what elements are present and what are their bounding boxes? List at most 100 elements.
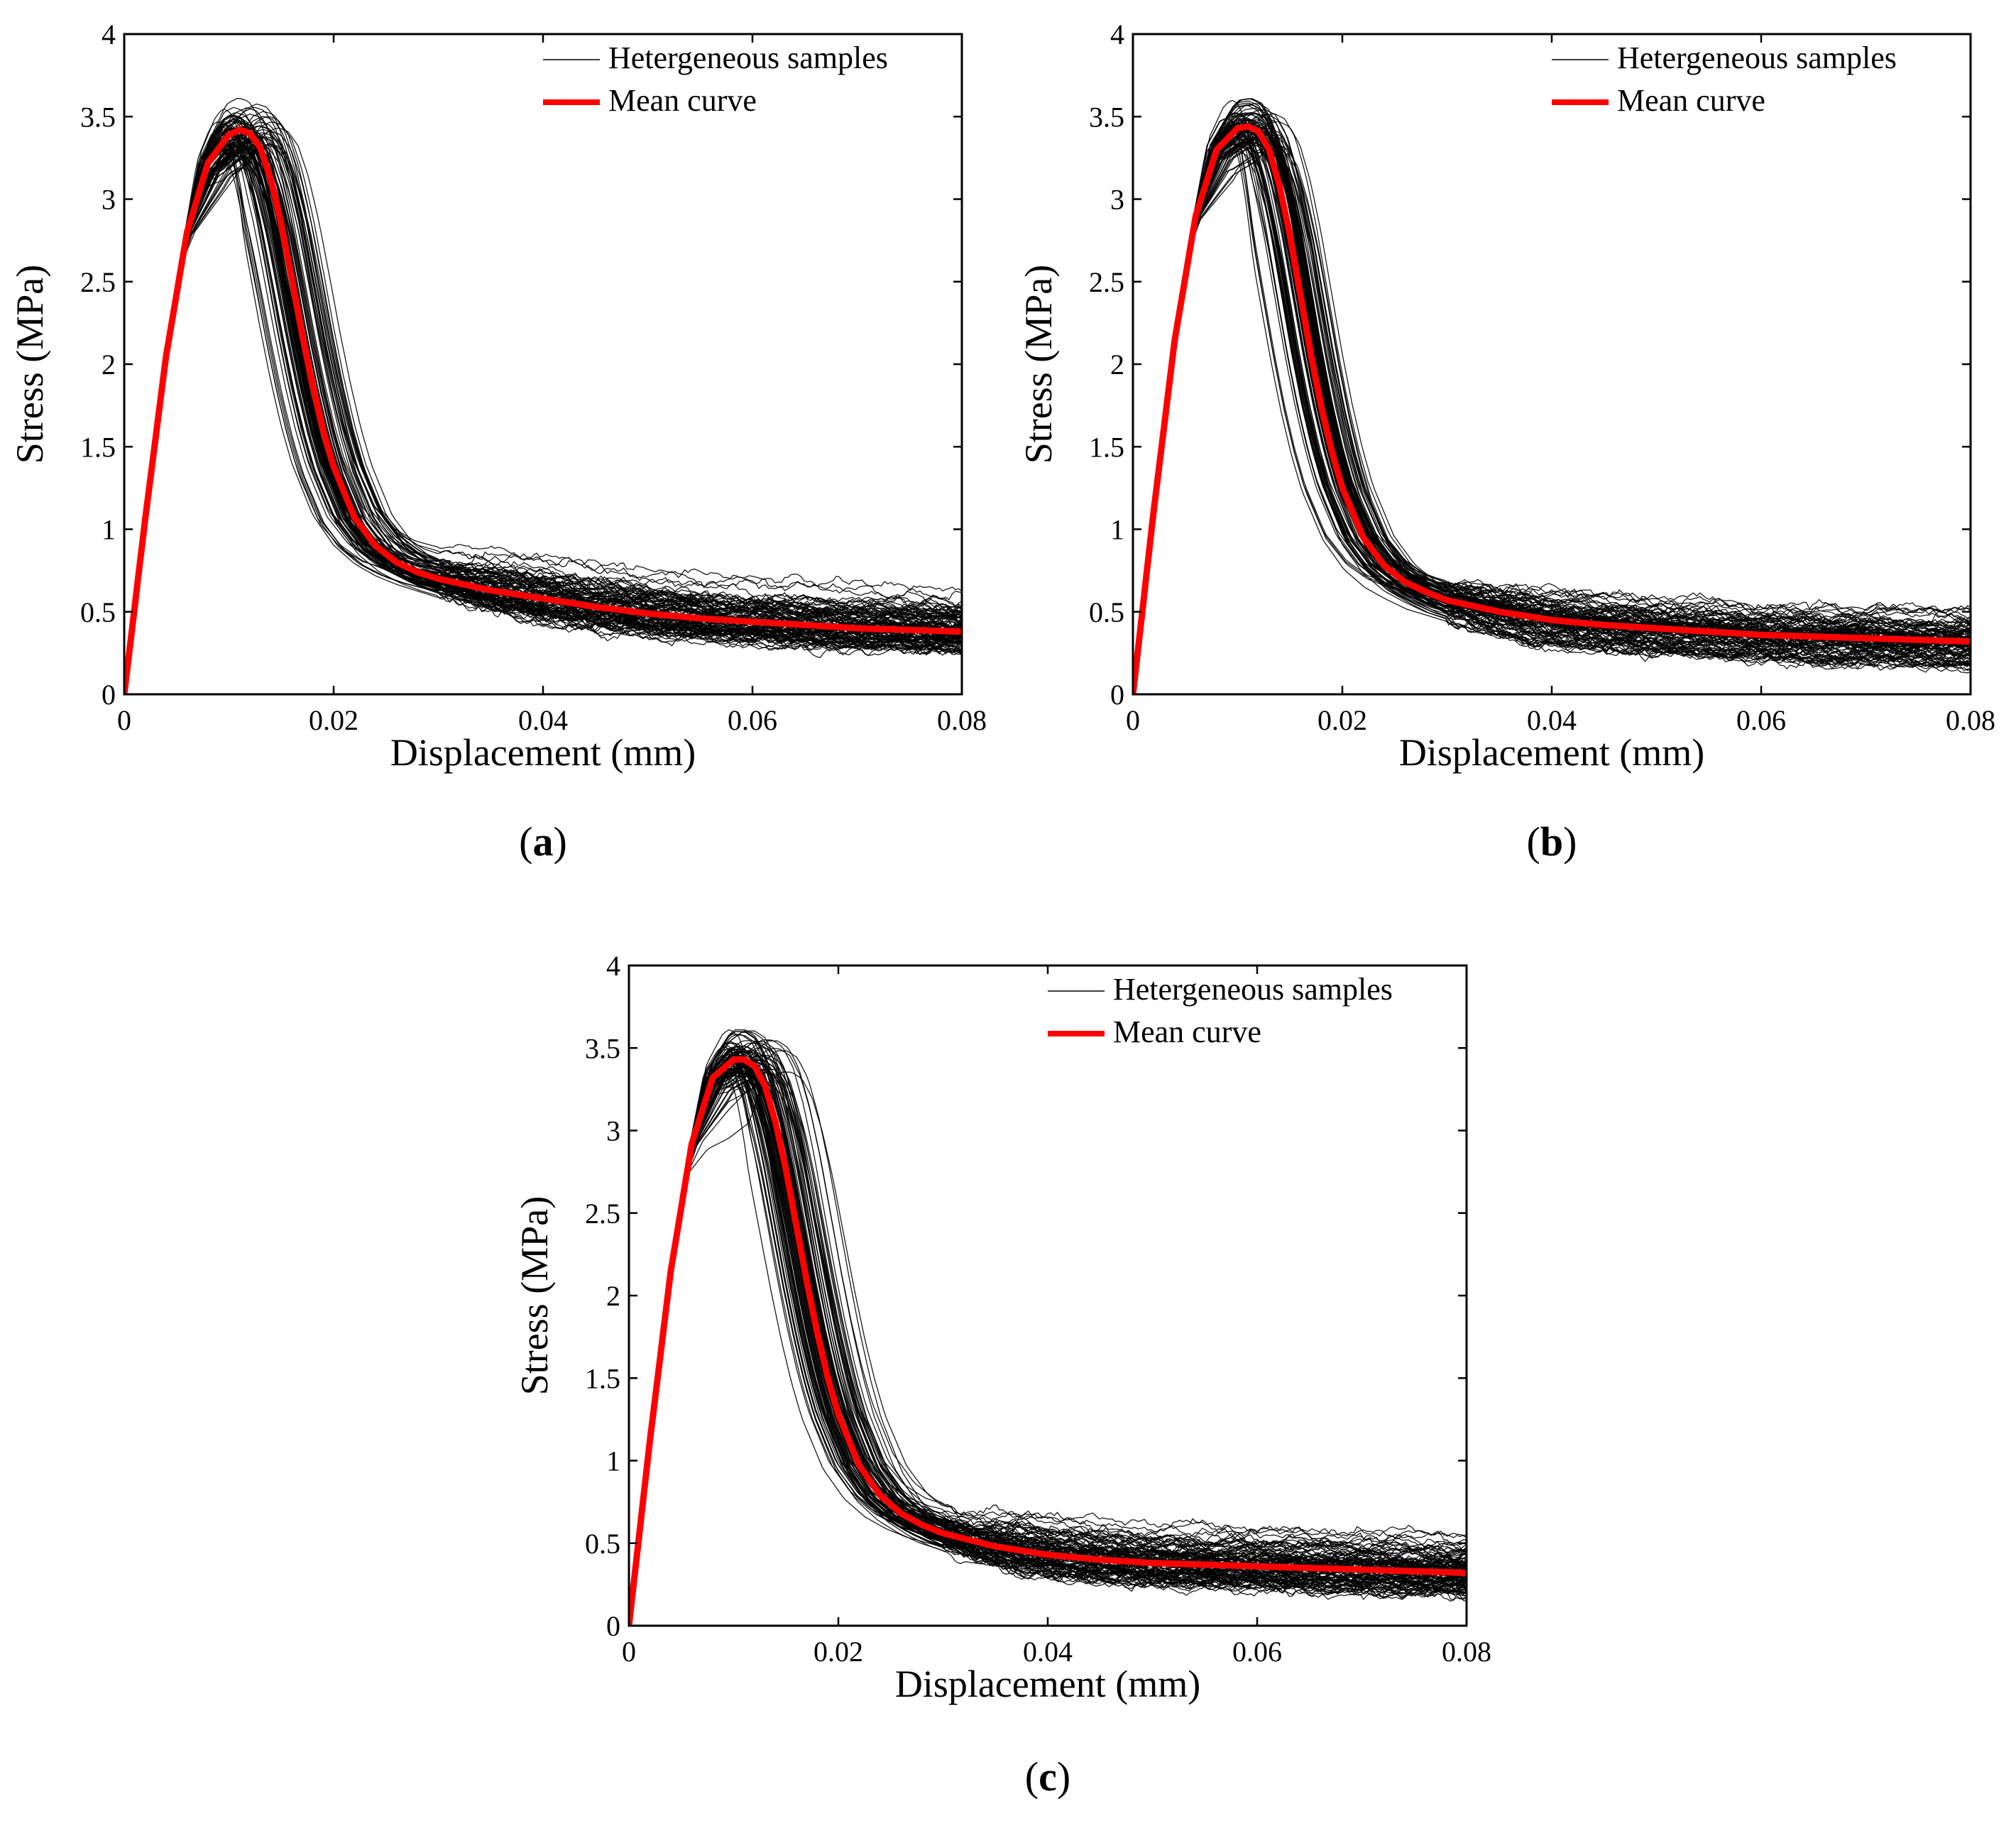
sample-curve — [1133, 126, 1971, 694]
y-tick-label: 2 — [102, 349, 116, 381]
y-axis-label: Stress (MPa) — [9, 265, 51, 464]
x-tick-label: 0.08 — [1442, 1636, 1491, 1668]
sample-curve — [1133, 125, 1971, 694]
x-tick-label: 0 — [1126, 704, 1140, 736]
sample-curve — [1133, 148, 1971, 694]
sample-curve — [1133, 127, 1971, 694]
sample-curve — [124, 107, 962, 694]
x-tick-label: 0.06 — [1736, 704, 1786, 736]
sample-curve — [124, 141, 962, 694]
panel-caption-letter: a — [533, 819, 554, 865]
sample-curve — [124, 141, 962, 694]
sample-curve — [629, 1034, 1467, 1626]
sample-curve — [1133, 104, 1971, 694]
y-tick-label: 0 — [606, 1610, 620, 1642]
sample-curves — [124, 98, 962, 694]
sample-curves — [1133, 98, 1971, 694]
sample-curve — [1133, 131, 1971, 694]
y-tick-label: 0 — [102, 679, 116, 711]
panel-caption-letter: b — [1540, 819, 1563, 865]
y-tick-label: 0 — [1110, 679, 1124, 711]
y-tick-label: 2.5 — [1089, 266, 1124, 298]
panel-caption: (b) — [1527, 819, 1577, 865]
y-tick-label: 0.5 — [1089, 596, 1124, 628]
sample-curve — [1133, 122, 1971, 694]
legend-label-samples: Hetergeneous samples — [1113, 972, 1393, 1007]
y-tick-label: 1.5 — [80, 431, 116, 463]
y-tick-label: 3 — [606, 1115, 620, 1147]
y-tick-label: 2.5 — [585, 1198, 620, 1230]
y-tick-label: 4 — [1110, 18, 1124, 50]
y-tick-label: 3.5 — [80, 101, 116, 133]
sample-curve — [629, 1059, 1467, 1626]
sample-curve — [124, 114, 962, 694]
legend-label-mean: Mean curve — [1113, 1014, 1261, 1049]
y-tick-label: 3 — [1110, 184, 1124, 216]
sample-curve — [1133, 102, 1971, 694]
x-axis-label: Displacement (mm) — [390, 731, 696, 774]
y-tick-label: 1 — [1110, 514, 1124, 546]
x-tick-label: 0.06 — [1232, 1636, 1282, 1668]
sample-curve — [629, 1073, 1467, 1626]
chart-panel-b: 0 0.02 0.04 0.06 0.08 0 0.5 1 1.5 2 2.5 3 3.5 4 Displa… — [1017, 18, 1995, 865]
sample-curve — [1133, 113, 1971, 694]
y-tick-label: 4 — [606, 950, 620, 982]
x-tick-label: 0.02 — [813, 1636, 863, 1668]
x-tick-label: 0 — [117, 704, 131, 736]
sample-curve — [1133, 128, 1971, 694]
x-tick-label: 0.04 — [1023, 1636, 1073, 1668]
sample-curve — [124, 122, 962, 694]
sample-curve — [1133, 104, 1971, 694]
x-axis-label: Displacement (mm) — [895, 1663, 1200, 1705]
x-tick-label: 0.02 — [309, 704, 358, 736]
panel-caption: (a) — [519, 819, 567, 865]
y-tick-label: 3 — [102, 184, 116, 216]
y-tick-label: 2.5 — [80, 266, 116, 298]
y-tick-label: 0.5 — [80, 596, 116, 628]
panel-caption-letter: c — [1039, 1753, 1057, 1800]
y-tick-label: 1.5 — [585, 1362, 620, 1394]
chart-panel-a: 0 0.02 0.04 0.06 0.08 0 0.5 1 1.5 2 2.5 3 3.5 4 Displa… — [9, 18, 987, 865]
legend-label-mean: Mean curve — [1617, 83, 1765, 118]
y-tick-label: 4 — [102, 18, 116, 50]
x-tick-label: 0.08 — [1946, 704, 1995, 736]
mean-curve — [629, 1056, 1467, 1626]
y-axis-label: Stress (MPa) — [1017, 265, 1060, 464]
x-tick-label: 0 — [622, 1636, 636, 1668]
sample-curve — [124, 125, 962, 694]
sample-curve — [1133, 146, 1971, 694]
sample-curve — [124, 125, 962, 694]
mean-curve — [124, 126, 962, 694]
sample-curve — [629, 1029, 1467, 1626]
sample-curve — [629, 1083, 1467, 1626]
sample-curve — [629, 1071, 1467, 1626]
sample-curve — [1133, 128, 1971, 694]
sample-curve — [124, 148, 962, 694]
y-tick-label: 1 — [606, 1445, 620, 1477]
x-tick-label: 0.08 — [937, 704, 987, 736]
y-tick-label: 1.5 — [1089, 431, 1124, 463]
sample-curve — [124, 126, 962, 694]
x-tick-label: 0.06 — [728, 704, 777, 736]
sample-curve — [629, 1031, 1467, 1626]
y-tick-label: 2 — [1110, 349, 1124, 381]
mean-curve — [1133, 123, 1971, 694]
sample-curve — [629, 1068, 1467, 1626]
y-axis-label: Stress (MPa) — [513, 1196, 556, 1396]
sample-curve — [1133, 138, 1971, 694]
y-tick-label: 3.5 — [1089, 101, 1124, 133]
y-tick-label: 1 — [102, 514, 116, 546]
y-tick-label: 2 — [606, 1280, 620, 1312]
sample-curve — [124, 135, 962, 694]
sample-curve — [124, 120, 962, 694]
sample-curves — [629, 1029, 1467, 1626]
panel-caption: (c) — [1025, 1753, 1070, 1800]
sample-curve — [1133, 121, 1971, 694]
sample-curve — [629, 1050, 1467, 1626]
sample-curve — [1133, 117, 1971, 694]
x-tick-label: 0.02 — [1317, 704, 1367, 736]
sample-curve — [1133, 121, 1971, 694]
x-tick-label: 0.04 — [1527, 704, 1577, 736]
legend-label-samples: Hetergeneous samples — [608, 40, 888, 75]
